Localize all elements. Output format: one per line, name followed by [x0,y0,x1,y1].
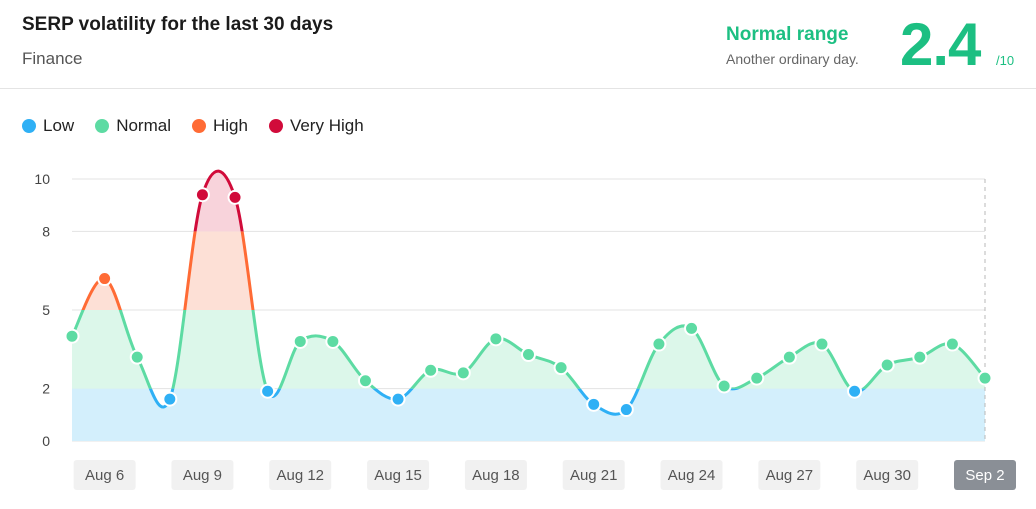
band-fill-high [72,231,985,310]
x-tick-badge [269,460,332,490]
legend-label: Normal [116,116,171,135]
data-point [684,320,700,336]
data-point [912,349,928,365]
data-point [879,357,895,373]
y-tick-label: 10 [34,171,50,187]
x-tick-badge [660,460,723,490]
y-tick-label: 8 [42,223,50,239]
x-tick-badge [464,460,527,490]
data-point [194,187,210,203]
x-tick-label: Aug 24 [668,467,716,484]
range-description: Another ordinary day. [726,51,859,67]
data-point [292,333,308,349]
data-point [586,396,602,412]
x-tick-badge [367,460,430,490]
x-tick-label: Aug 18 [472,467,520,484]
legend-item-low[interactable]: Low [22,116,74,136]
x-tick-badge [954,460,1016,490]
data-point [553,360,569,376]
y-tick-label: 0 [42,433,50,449]
data-point [64,328,80,344]
data-point [651,336,667,352]
x-tick-badge [171,460,234,490]
data-point [618,402,634,418]
x-tick-label: Aug 6 [85,467,124,484]
data-point [357,373,373,389]
data-point [847,383,863,399]
x-tick-label: Sep 2 [965,467,1004,484]
x-tick-badge [758,460,821,490]
data-point [227,189,243,205]
y-tick-label: 5 [42,302,50,318]
data-point [260,383,276,399]
range-label: Normal range [726,24,849,45]
x-tick-badge [856,460,919,490]
x-tick-badge [562,460,625,490]
legend-dot-very-high-icon [268,119,283,133]
volatility-score: 2.4 [900,11,981,78]
data-point [325,333,341,349]
data-point [488,331,504,347]
data-point [129,349,145,365]
x-tick-label: Aug 15 [374,467,422,484]
legend-dot-high-icon [191,119,206,133]
x-tick-badge [73,460,136,490]
legend-label: Low [43,116,75,135]
x-tick-label: Aug 27 [766,467,814,484]
legend-label: High [212,116,248,135]
legend-dot-normal-icon [95,119,110,133]
data-point [716,378,732,394]
data-point [97,271,113,287]
data-point [977,370,993,386]
chart-title: SERP volatility for the last 30 days [22,14,334,35]
x-tick-label: Aug 21 [570,467,618,484]
data-point [781,349,797,365]
band-fill-low [72,388,985,441]
data-point [749,370,765,386]
header: SERP volatility for the last 30 days Fin… [0,0,1036,89]
category-subtitle: Finance [22,49,83,68]
chart-legend: Low Normal High Very High [22,116,385,136]
data-point [162,391,178,407]
x-tick-label: Aug 12 [276,467,324,484]
data-point [521,347,536,363]
legend-item-high[interactable]: High [191,116,248,136]
band-fill-very-high [72,171,985,232]
legend-dot-low-icon [22,119,36,133]
data-point [944,336,960,352]
volatility-score-max: /10 [996,53,1015,68]
legend-label: Very High [289,116,364,135]
data-point [455,365,471,381]
data-point [423,362,439,378]
y-tick-label: 2 [42,381,50,397]
x-tick-label: Aug 9 [183,467,222,484]
data-point [390,391,406,407]
legend-item-normal[interactable]: Normal [95,116,171,136]
x-tick-label: Aug 30 [863,467,911,484]
data-point [814,336,830,352]
legend-item-very-high[interactable]: Very High [268,116,364,136]
